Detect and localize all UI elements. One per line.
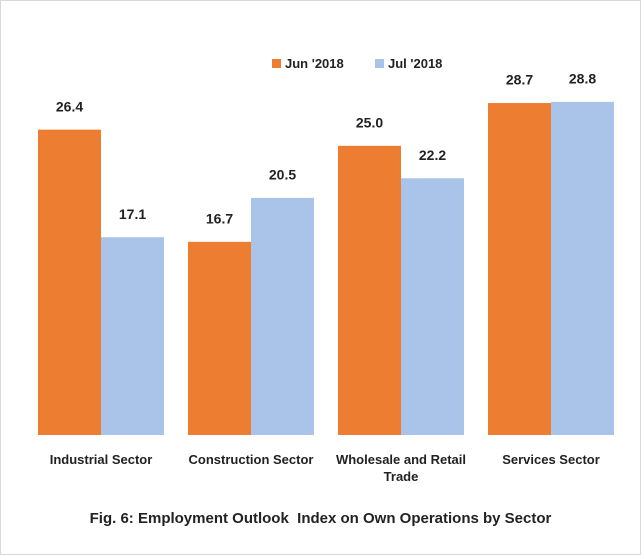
- legend-item: Jul '2018: [375, 56, 442, 71]
- value-label: 16.7: [206, 211, 233, 227]
- caption: Fig. 6: Employment Outlook Index on Own …: [89, 510, 552, 527]
- x-tick-label: Services Sector: [502, 452, 600, 467]
- bar: [251, 197, 314, 435]
- legend-swatch: [375, 59, 384, 68]
- value-label: 26.4: [56, 98, 83, 114]
- bar: [488, 103, 551, 435]
- bar: [401, 178, 464, 435]
- value-label: 17.1: [119, 206, 146, 222]
- legend-item: Jun '2018: [272, 56, 344, 71]
- bar: [551, 101, 614, 435]
- bar: [188, 241, 251, 435]
- bar: [38, 129, 101, 435]
- value-label: 22.2: [419, 147, 446, 163]
- x-tick-label: Industrial Sector: [49, 452, 153, 467]
- value-label: 20.5: [269, 167, 296, 183]
- legend-label: Jul '2018: [388, 56, 443, 71]
- bar: [338, 145, 401, 436]
- legend-swatch: [272, 59, 281, 68]
- value-label: 25.0: [356, 115, 383, 131]
- x-tick-label: Wholesale and Retail Trade: [335, 452, 467, 484]
- bar: [101, 237, 164, 435]
- x-tick-label: Construction Sector: [188, 452, 314, 467]
- value-label: 28.8: [569, 71, 596, 87]
- value-label: 28.7: [506, 72, 533, 88]
- legend-label: Jun '2018: [285, 56, 344, 71]
